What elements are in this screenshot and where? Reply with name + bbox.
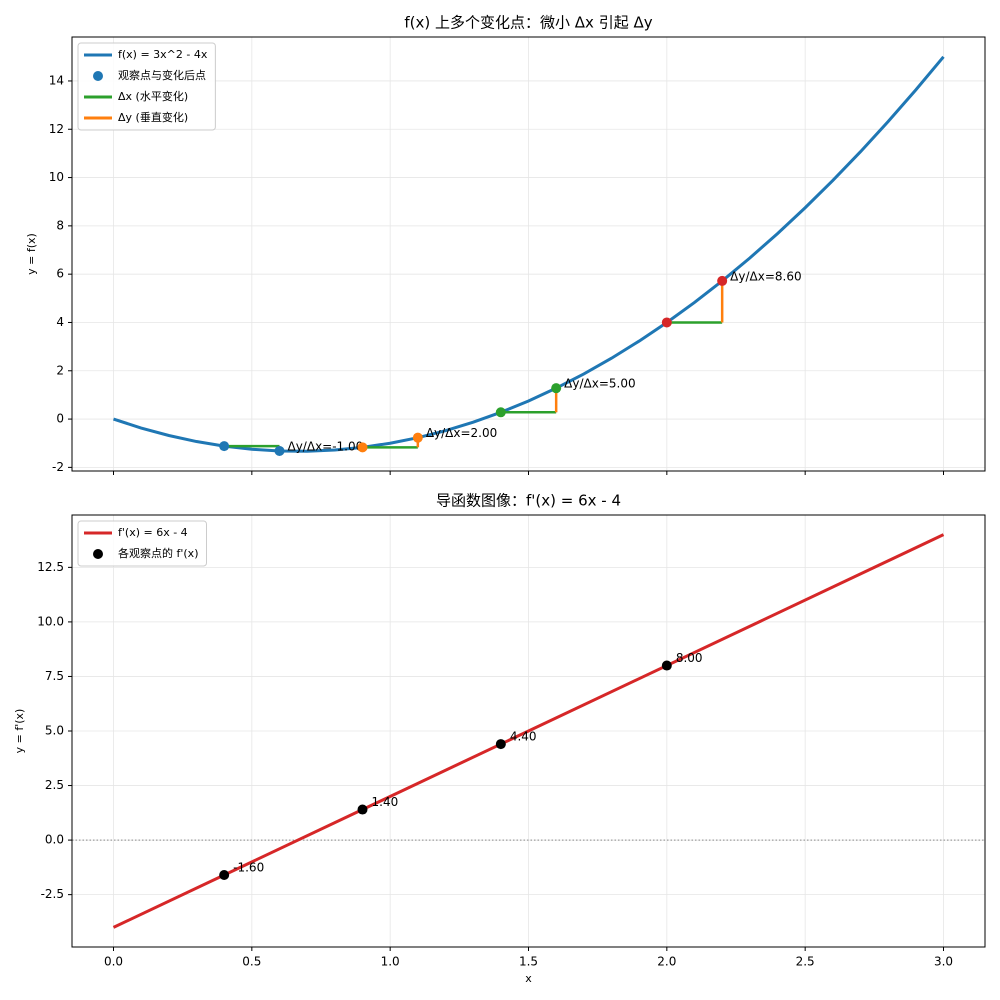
slope-label: Δy/Δx=8.60 [730,269,801,283]
derivative-point [219,870,230,880]
observation-point [219,441,230,452]
y-tick-label: 0.0 [45,833,64,847]
x-tick-label: 0.5 [242,955,261,969]
x-tick-label: 2.0 [657,955,676,969]
slope-label: Δy/Δx=5.00 [564,377,635,391]
derivative-label: 4.40 [510,730,537,744]
changed-point [551,383,562,394]
legend: f(x) = 3x^2 - 4x 观察点与变化后点 Δx (水平变化) Δy (垂直变… [77,42,216,131]
y-tick-label: 8 [56,218,64,232]
legend-marker [93,71,103,81]
slope-label: Δy/Δx=-1.00 [288,439,364,453]
y-tick-label: 12 [49,122,64,136]
legend-label: f'(x) = 6x - 4 [118,526,188,539]
y-tick-label: -2 [52,460,64,474]
y-tick-label: 2 [56,363,64,377]
slope-label: Δy/Δx=2.00 [426,426,497,440]
x-tick-label: 0.0 [104,955,123,969]
y-tick-label: -2.5 [41,887,64,901]
axes-frame [71,514,986,948]
y-tick-label: 10 [49,170,64,184]
x-tick-label: 1.0 [381,955,400,969]
x-tick-label: 1.5 [519,955,538,969]
legend-label: 观察点与变化后点 [118,68,206,82]
x-axis-label: x [525,972,532,985]
chart-title: f(x) 上多个变化点：微小 Δx 引起 Δy [404,14,652,32]
y-axis-label: y = f'(x) [13,709,26,754]
derivative-point [661,660,672,671]
legend: f'(x) = 6x - 4 各观察点的 f'(x) [77,520,207,567]
y-tick-label: 12.5 [37,560,64,574]
x-tick-label: 3.0 [934,955,953,969]
y-tick-label: 6 [56,267,64,281]
function-line [112,533,945,929]
legend-label: Δx (水平变化) [118,89,188,103]
derivative-label: 1.40 [372,795,399,809]
chart-title: 导函数图像：f'(x) = 6x - 4 [436,492,621,510]
derivative-label: -1.60 [233,861,264,875]
y-tick-label: 5.0 [45,724,64,738]
observation-point [661,317,672,328]
y-tick-label: 10.0 [37,614,64,628]
derivative-point [357,804,368,815]
legend-label: f(x) = 3x^2 - 4x [118,48,208,61]
changed-point [412,432,423,443]
legend-label: 各观察点的 f'(x) [118,546,199,560]
y-tick-label: 0 [56,412,64,426]
legend-box [77,42,216,131]
derivative-point [495,739,506,750]
changed-point [717,275,728,286]
x-tick-label: 2.5 [796,955,815,969]
y-tick-label: 7.5 [45,669,64,683]
y-tick-label: 2.5 [45,778,64,792]
y-tick-label: 14 [49,73,64,87]
y-tick-label: 4 [56,315,64,329]
derivative-label: 8.00 [676,651,703,665]
legend-marker [93,549,103,559]
y-axis-label: y = f(x) [25,233,38,275]
legend-label: Δy (垂直变化) [118,110,188,124]
axes-frame [71,36,986,472]
function-line [113,55,945,453]
observation-point [495,407,506,418]
changed-point [274,445,285,456]
observation-point [357,442,368,453]
